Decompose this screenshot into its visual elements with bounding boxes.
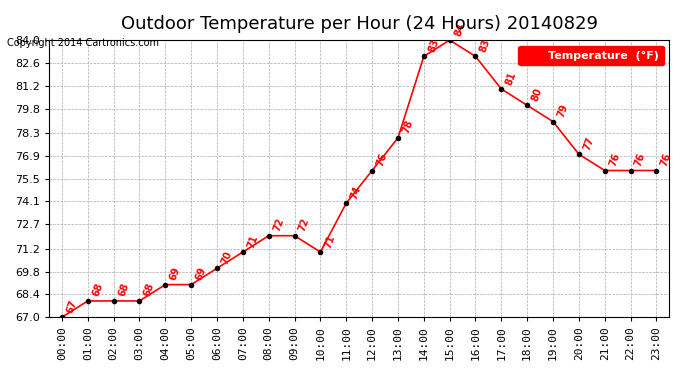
Text: 78: 78 <box>401 119 415 135</box>
Text: 67: 67 <box>65 298 79 315</box>
Text: 72: 72 <box>271 217 286 233</box>
Text: 68: 68 <box>117 282 130 298</box>
Text: 76: 76 <box>633 152 647 168</box>
Text: 77: 77 <box>582 135 595 152</box>
Title: Outdoor Temperature per Hour (24 Hours) 20140829: Outdoor Temperature per Hour (24 Hours) … <box>121 15 598 33</box>
Text: 72: 72 <box>297 217 311 233</box>
Text: 68: 68 <box>90 282 105 298</box>
Text: 76: 76 <box>375 152 389 168</box>
Text: 80: 80 <box>530 86 544 102</box>
Text: 76: 76 <box>659 152 673 168</box>
Text: 70: 70 <box>220 249 234 266</box>
Text: 69: 69 <box>168 266 182 282</box>
Text: 74: 74 <box>349 184 363 200</box>
Text: Copyright 2014 Cartronics.com: Copyright 2014 Cartronics.com <box>7 38 159 48</box>
Text: 71: 71 <box>323 233 337 249</box>
Text: 71: 71 <box>246 233 259 249</box>
Text: 81: 81 <box>504 70 518 86</box>
Text: 69: 69 <box>194 266 208 282</box>
Text: 76: 76 <box>607 152 622 168</box>
Text: 68: 68 <box>142 282 157 298</box>
Text: 83: 83 <box>426 38 441 54</box>
Legend: Temperature  (°F): Temperature (°F) <box>518 46 664 65</box>
Text: 84: 84 <box>453 21 466 38</box>
Text: 83: 83 <box>478 38 493 54</box>
Text: 79: 79 <box>556 103 570 119</box>
